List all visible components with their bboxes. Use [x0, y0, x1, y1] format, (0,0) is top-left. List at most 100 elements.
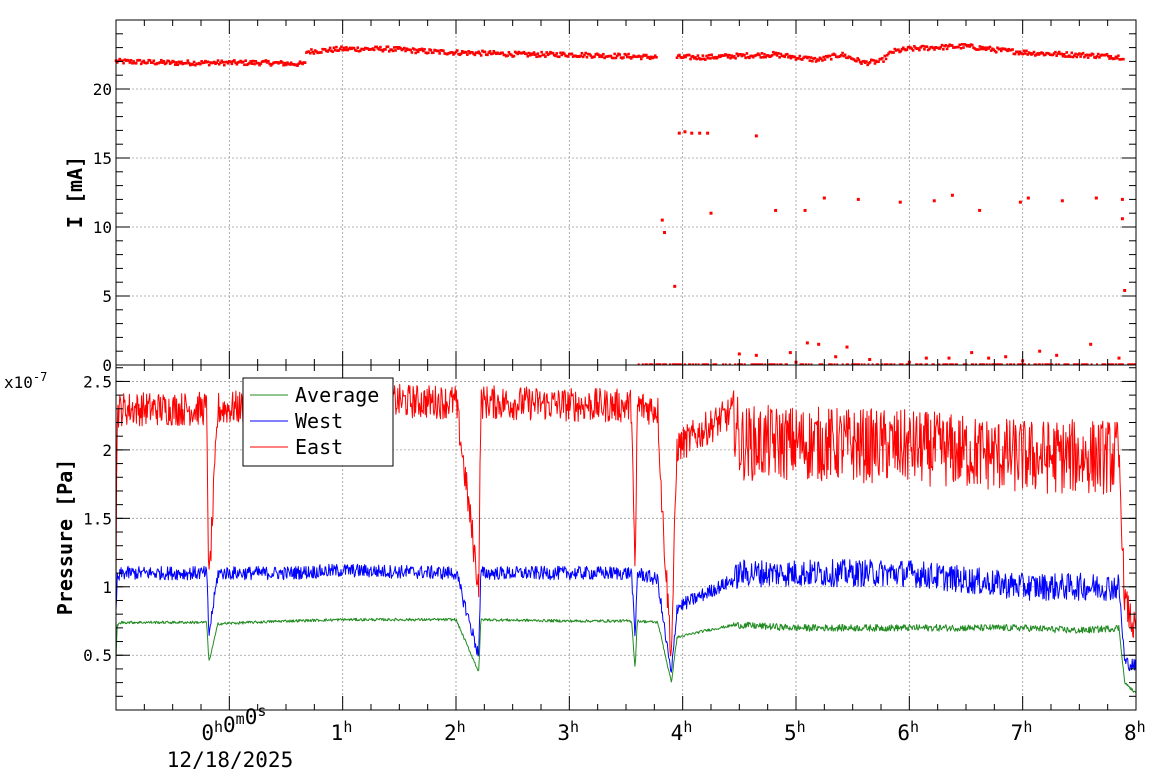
current-point — [399, 47, 402, 50]
current-outlier-point — [803, 208, 807, 212]
current-point — [315, 50, 318, 53]
current-point — [212, 60, 216, 64]
current-point — [160, 58, 163, 62]
current-point — [701, 54, 705, 57]
current-point — [828, 54, 832, 58]
current-point — [146, 61, 149, 65]
current-point — [1096, 52, 1100, 56]
pressure-ytick-label: 2.5 — [83, 372, 112, 391]
current-point — [194, 63, 197, 67]
current-outlier-point — [947, 356, 951, 360]
current-point — [641, 55, 644, 58]
current-zero-point — [1022, 363, 1025, 366]
legend-label-west: West — [295, 409, 343, 433]
current-point — [298, 60, 302, 63]
current-point — [1041, 51, 1045, 55]
current-point — [688, 53, 691, 57]
current-zero-point — [772, 363, 775, 366]
current-zero-point — [659, 363, 662, 366]
current-point — [535, 55, 538, 59]
current-zero-point — [1128, 363, 1131, 366]
current-point — [251, 59, 255, 63]
current-point — [979, 47, 983, 51]
current-point — [170, 61, 173, 64]
current-zero-point — [1119, 363, 1122, 366]
current-point — [248, 61, 251, 65]
current-zero-point — [768, 363, 771, 366]
current-point — [249, 60, 253, 63]
current-point — [222, 63, 226, 67]
x-tick-label-value: 4 — [671, 721, 684, 745]
current-point — [566, 55, 570, 58]
current-point — [148, 59, 152, 62]
current-zero-point — [883, 363, 886, 366]
current-point — [560, 53, 564, 57]
current-point — [358, 49, 362, 53]
current-point — [984, 48, 988, 52]
current-zero-point — [704, 363, 707, 366]
current-point — [987, 47, 990, 50]
current-point — [893, 47, 897, 51]
current-outlier-point — [673, 284, 677, 288]
current-outlier-point — [817, 342, 821, 346]
current-point — [700, 57, 703, 61]
current-point — [281, 61, 284, 64]
current-zero-point — [970, 363, 973, 366]
current-point — [429, 48, 433, 52]
current-zero-point — [1109, 363, 1112, 366]
current-zero-point — [1074, 363, 1077, 366]
current-outlier-point — [834, 355, 838, 359]
current-point — [453, 51, 457, 55]
current-point — [866, 63, 869, 67]
current-zero-point — [1047, 363, 1050, 366]
current-zero-point — [644, 363, 647, 366]
current-point — [464, 51, 468, 54]
current-point — [536, 52, 540, 55]
current-point — [323, 48, 327, 51]
current-point — [950, 44, 954, 47]
current-point — [618, 53, 622, 56]
current-zero-point — [996, 363, 999, 366]
current-point — [175, 61, 178, 64]
current-point — [167, 59, 171, 63]
x-tick-label: 8h — [1124, 718, 1146, 745]
current-point — [192, 60, 196, 64]
current-point — [647, 55, 651, 59]
current-zero-point — [1130, 363, 1133, 366]
current-zero-point — [785, 363, 788, 366]
current-point — [423, 48, 426, 51]
current-zero-point — [926, 363, 929, 366]
current-point — [807, 55, 810, 59]
current-zero-point — [761, 363, 764, 366]
current-outlier-point — [978, 208, 982, 212]
x-tick-label-value: 2 — [444, 721, 457, 745]
current-zero-point — [1086, 363, 1089, 366]
current-point — [918, 48, 921, 52]
current-point — [473, 53, 477, 57]
current-point — [1105, 53, 1109, 56]
current-point — [921, 44, 925, 48]
current-point — [506, 54, 509, 57]
current-point — [512, 54, 516, 58]
current-point — [532, 51, 536, 54]
current-zero-point — [741, 363, 744, 366]
current-zero-point — [1037, 363, 1040, 366]
current-point — [588, 52, 591, 56]
current-point — [872, 59, 876, 62]
current-zero-point — [692, 363, 695, 366]
current-zero-point — [841, 363, 844, 366]
current-outlier-point — [845, 345, 849, 349]
current-outlier-point — [709, 211, 713, 215]
current-point — [978, 45, 982, 48]
current-zero-point — [867, 363, 870, 366]
current-zero-point — [875, 363, 878, 366]
current-point — [215, 61, 219, 65]
current-point — [186, 59, 190, 62]
current-point — [800, 58, 804, 61]
current-zero-point — [900, 363, 903, 366]
current-zero-point — [830, 363, 833, 366]
x-tick-label-value: 0 — [201, 721, 214, 745]
current-point — [327, 48, 331, 52]
current-zero-point — [1067, 363, 1070, 366]
current-point — [268, 62, 271, 66]
